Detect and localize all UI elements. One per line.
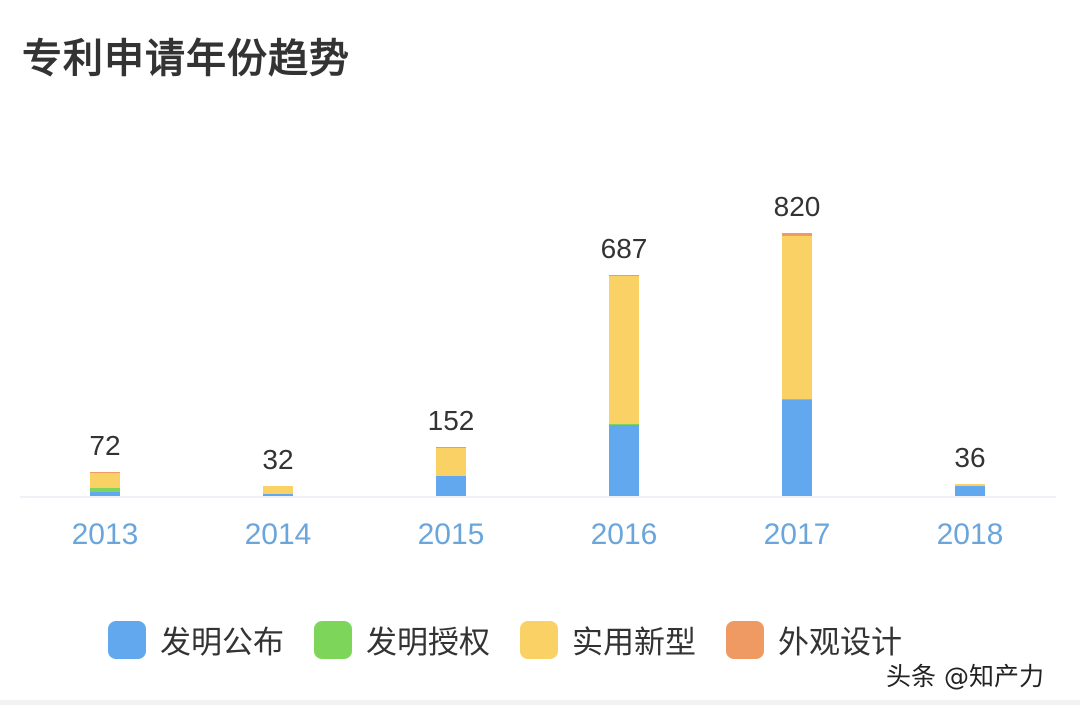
legend-item[interactable]: 发明公布 (108, 617, 284, 662)
legend-swatch-icon (314, 620, 352, 659)
chart-title: 专利申请年份趋势 (22, 36, 350, 82)
bar-segment-2013-3 (90, 472, 120, 474)
bar-2016[interactable] (609, 275, 639, 496)
bar-segment-2016-3 (609, 275, 639, 277)
bar-segment-2015-3 (436, 446, 466, 448)
legend-swatch-icon (520, 620, 558, 659)
bar-segment-2013-0 (90, 492, 120, 496)
bar-segment-2018-0 (955, 486, 985, 496)
bar-segment-2014-0 (263, 493, 293, 496)
bar-segment-2016-0 (609, 425, 639, 496)
chart-plot-area: 72 2013 32 2014 152 2015 687 2016 820 2017 36 2018 (20, 191, 1056, 551)
bar-2015[interactable] (436, 446, 466, 496)
bar-segment-2014-2 (263, 485, 293, 494)
x-axis-line (20, 496, 1056, 498)
bar-2017[interactable] (782, 233, 812, 496)
bar-segment-2018-2 (955, 484, 985, 487)
x-tick-label: 2014 (244, 518, 312, 551)
bar-segment-2015-2 (436, 447, 466, 477)
legend-swatch-icon (726, 620, 764, 659)
bar-total-label: 687 (600, 233, 648, 265)
x-tick-label: 2016 (590, 518, 658, 551)
bottom-divider (0, 700, 1080, 705)
bar-total-label: 820 (773, 191, 821, 222)
legend-item[interactable]: 外观设计 (726, 617, 902, 662)
x-tick-label: 2015 (417, 518, 485, 551)
bar-2013[interactable] (90, 472, 120, 496)
chart-legend: 发明公布 发明授权 实用新型 外观设计 (108, 617, 932, 662)
x-tick-label: 2013 (71, 518, 139, 551)
bar-segment-2016-1 (609, 424, 639, 426)
bar-segment-2013-1 (90, 488, 120, 493)
x-tick-label: 2018 (936, 518, 1004, 551)
legend-label: 发明公布 (160, 625, 284, 661)
bar-segment-2017-0 (782, 399, 812, 496)
bar-total-label: 32 (262, 443, 294, 475)
legend-item[interactable]: 实用新型 (520, 617, 696, 662)
bar-2018[interactable] (955, 484, 985, 496)
bar-2014[interactable] (263, 485, 293, 496)
bar-segment-2017-3 (782, 233, 812, 236)
legend-swatch-icon (108, 620, 146, 659)
x-tick-label: 2017 (763, 518, 831, 551)
bar-segment-2017-2 (782, 235, 812, 399)
bar-total-label: 152 (427, 404, 475, 436)
legend-label: 实用新型 (572, 625, 696, 661)
bar-segment-2013-2 (90, 473, 120, 489)
bar-segment-2015-0 (436, 476, 466, 496)
bar-segment-2016-2 (609, 276, 639, 425)
legend-label: 发明授权 (366, 625, 490, 661)
bar-total-label: 72 (89, 430, 121, 462)
bar-total-label: 36 (954, 442, 986, 474)
legend-label: 外观设计 (778, 625, 902, 661)
watermark: 头条 @知产力 (886, 662, 1044, 691)
legend-item[interactable]: 发明授权 (314, 617, 490, 662)
bar-segment-2017-1 (782, 398, 812, 400)
